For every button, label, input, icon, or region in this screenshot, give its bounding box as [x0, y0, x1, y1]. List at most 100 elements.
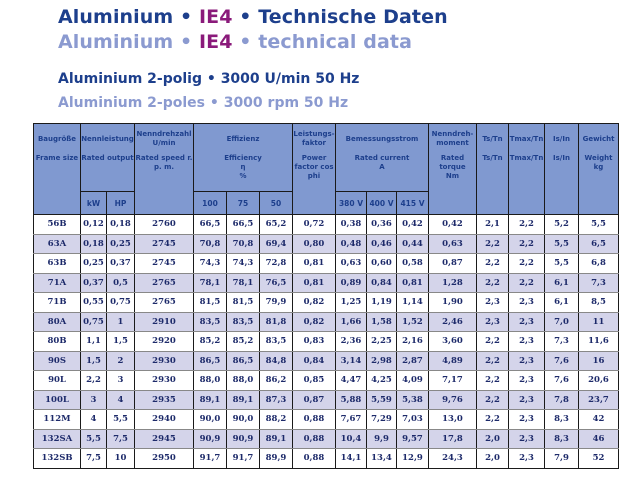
table-cell: 0,58: [396, 253, 429, 274]
table-cell: 2,3: [508, 351, 545, 371]
table-cell: 112M: [33, 409, 81, 430]
table-cell: 0,81: [292, 253, 336, 274]
table-cell: 7,03: [396, 409, 429, 430]
table-cell: 3: [80, 390, 107, 410]
table-cell: 91,7: [193, 448, 227, 469]
table-cell: 2,36: [335, 331, 367, 352]
table-cell: 81,5: [193, 292, 227, 313]
table-cell: 2,2: [476, 370, 509, 391]
table-cell: 2,87: [396, 351, 429, 371]
table-cell: 0,25: [106, 234, 135, 254]
table-cell: 2,2: [80, 370, 107, 391]
table-cell: 80B: [33, 331, 81, 352]
table-cell: 1,14: [396, 292, 429, 313]
table-cell: 0,42: [396, 214, 429, 235]
table-cell: 2760: [134, 214, 194, 235]
table-cell: 3,14: [335, 351, 367, 371]
table-cell: 0,80: [292, 234, 336, 254]
table-cell: 0,87: [292, 390, 336, 410]
table-cell: 2,3: [508, 390, 545, 410]
table-cell: 2920: [134, 331, 194, 352]
table-body: 56B 0,12 0,18 2760 66,5 66,5 65,2 0,72 0,38 0,36 0…: [33, 214, 619, 469]
table-cell: 5,59: [366, 390, 397, 410]
table-cell: 7,17: [428, 370, 477, 391]
table-cell: 90,0: [193, 409, 227, 430]
table-cell: 10: [106, 448, 135, 469]
table-row: 63B 0,25 0,37 2745 74,3 74,3 72,8 0,81 0,63 0,60 0…: [33, 253, 619, 274]
table-cell: 0,84: [366, 273, 397, 293]
table-cell: 132SB: [33, 448, 81, 469]
table-cell: 0,46: [366, 234, 397, 254]
table-cell: 14,1: [335, 448, 367, 469]
table-cell: 9,76: [428, 390, 477, 410]
table-cell: 42: [578, 409, 619, 430]
table-cell: 13,4: [366, 448, 397, 469]
table-cell: 0,81: [396, 273, 429, 293]
table-cell: 2,2: [476, 409, 509, 430]
table-row: 56B 0,12 0,18 2760 66,5 66,5 65,2 0,72 0,38 0,36 0…: [33, 214, 619, 235]
table-cell: 91,7: [226, 448, 260, 469]
header-kw: kW: [80, 191, 107, 215]
table-cell: 24,3: [428, 448, 477, 469]
table-cell: 89,1: [193, 390, 227, 410]
table-cell: 132SA: [33, 429, 81, 449]
table-row: 132SB 7,5 10 2950 91,7 91,7 89,9 0,88 14,1 13,4 12…: [33, 448, 619, 469]
table-cell: 11: [578, 312, 619, 332]
table-cell: 2,3: [508, 331, 545, 352]
table-cell: 2,2: [476, 351, 509, 371]
table-cell: 0,82: [292, 312, 336, 332]
header-415v: 415 V: [396, 191, 429, 215]
table-cell: 87,3: [259, 390, 293, 410]
table-cell: 0,81: [292, 273, 336, 293]
title-english-prefix: Aluminium •: [58, 31, 199, 53]
header-hp: HP: [106, 191, 135, 215]
table-row: 90S 1,5 2 2930 86,5 86,5 84,8 0,84 3,14 2,98 2,87 4…: [33, 351, 619, 371]
table-cell: 83,5: [193, 312, 227, 332]
table-cell: 9,57: [396, 429, 429, 449]
subtitle-german: Aluminium 2-polig • 3000 U/min 50 Hz: [58, 71, 360, 87]
table-cell: 2945: [134, 429, 194, 449]
table-cell: 2940: [134, 409, 194, 430]
title-english: Aluminium • IE4 • technical data: [58, 31, 412, 53]
table-row: 90L 2,2 3 2930 88,0 88,0 86,2 0,85 4,47 4,25 4,09 7…: [33, 370, 619, 391]
table-cell: 78,1: [226, 273, 260, 293]
table-cell: 0,36: [366, 214, 397, 235]
table-cell: 3: [106, 370, 135, 391]
table-cell: 0,63: [335, 253, 367, 274]
table-cell: 88,0: [226, 370, 260, 391]
table-cell: 4: [106, 390, 135, 410]
table-cell: 7,9: [544, 448, 579, 469]
table-row: 71A 0,37 0,5 2765 78,1 78,1 76,5 0,81 0,89 0,84 0,…: [33, 273, 619, 293]
table-cell: 89,9: [259, 448, 293, 469]
table-cell: 69,4: [259, 234, 293, 254]
table-cell: 2,2: [508, 214, 545, 235]
table-cell: 7,5: [106, 429, 135, 449]
header-rated-torque: Nenndreh-moment Rated torque Nm: [428, 123, 477, 215]
table-cell: 1,5: [106, 331, 135, 352]
table-cell: 2,2: [476, 390, 509, 410]
table-cell: 0,18: [80, 234, 107, 254]
header-is-in: Is/In Is/In: [544, 123, 579, 215]
table-cell: 2,2: [476, 234, 509, 254]
header-380v: 380 V: [335, 191, 367, 215]
table-cell: 70,8: [193, 234, 227, 254]
table-cell: 5,5: [544, 253, 579, 274]
table-cell: 78,1: [193, 273, 227, 293]
table-cell: 0,5: [106, 273, 135, 293]
table-cell: 12,9: [396, 448, 429, 469]
table-cell: 74,3: [193, 253, 227, 274]
table-cell: 4,09: [396, 370, 429, 391]
header-rated-output: Nennleistung Rated output: [80, 123, 135, 192]
table-cell: 63A: [33, 234, 81, 254]
table-cell: 70,8: [226, 234, 260, 254]
header-tmax-tn: Tmax/Tn Tmax/Tn: [508, 123, 545, 215]
table-cell: 5,2: [544, 214, 579, 235]
table-cell: 0,37: [80, 273, 107, 293]
table-cell: 1,28: [428, 273, 477, 293]
table-cell: 63B: [33, 253, 81, 274]
header-power-factor: Leistungs-faktor Power factor cos phi: [292, 123, 336, 215]
table-cell: 2,3: [508, 429, 545, 449]
table-cell: 83,5: [226, 312, 260, 332]
table-cell: 65,2: [259, 214, 293, 235]
table-cell: 89,1: [226, 390, 260, 410]
